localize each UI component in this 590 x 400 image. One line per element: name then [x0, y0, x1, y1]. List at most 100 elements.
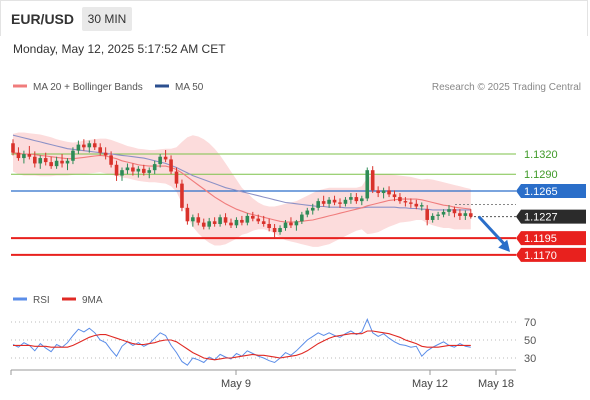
candle-body: [218, 217, 222, 224]
candle-body: [245, 215, 250, 223]
candle-body: [147, 170, 152, 173]
candle-body: [256, 218, 261, 222]
candle-body: [22, 154, 26, 159]
candle-body: [327, 199, 331, 204]
candle-body: [163, 156, 168, 160]
candle-body: [403, 201, 408, 203]
forecast-arrow: [477, 215, 508, 247]
candle-body: [234, 219, 239, 226]
price-level-labels: 1.1320 1.1290 1.1265 1.1227 1.1195 1.1170: [516, 149, 586, 262]
candle-body: [98, 147, 102, 153]
timeframe-button[interactable]: 30 MIN: [88, 12, 127, 26]
time-tick-label: May 18: [478, 378, 514, 390]
candle-body: [305, 210, 310, 215]
resistance-label: 1.1320: [524, 149, 558, 161]
price-levels: [11, 153, 516, 256]
candle-body: [174, 171, 179, 184]
candle-body: [387, 190, 391, 195]
candle-body: [54, 160, 59, 167]
candle-body: [261, 221, 266, 224]
rsi-line: [12, 318, 471, 366]
time-axis: May 9 May 12 May 18: [10, 369, 516, 390]
candle-body: [360, 198, 364, 202]
candle-body: [316, 201, 320, 208]
candle-body: [283, 222, 288, 229]
candle-body: [229, 222, 233, 226]
candle-body: [49, 162, 53, 167]
candle-body: [65, 160, 70, 164]
rsi-tick-label: 50: [524, 335, 536, 347]
candle-body: [71, 150, 75, 161]
candle-body: [103, 152, 108, 156]
candle-body: [185, 207, 190, 222]
candle-body: [392, 194, 397, 198]
candle-body: [414, 203, 419, 207]
candle-body: [376, 190, 380, 194]
rsi-ma-line: [13, 330, 471, 361]
pivot-label: 1.1265: [524, 186, 558, 198]
candles: [11, 139, 473, 238]
candle-body: [16, 152, 21, 159]
candle-body: [125, 167, 130, 171]
last-price-label-bg: [516, 209, 586, 224]
candle-body: [419, 205, 424, 207]
rsi-ma-legend-label: 9MA: [82, 295, 103, 306]
candle-body: [354, 197, 359, 202]
candle-body: [300, 214, 304, 222]
candle-body: [207, 221, 211, 227]
candle-body: [136, 168, 141, 172]
candle-body: [409, 202, 413, 204]
candle-body: [33, 156, 37, 164]
resistance-label: 1.1290: [524, 169, 558, 181]
candle-body: [251, 215, 255, 219]
candle-body: [196, 217, 201, 223]
candle-body: [142, 168, 146, 173]
candle-body: [349, 197, 353, 200]
support-label-bg: [516, 247, 586, 262]
candle-body: [458, 213, 462, 216]
header-frame: [0, 0, 588, 36]
candle-body: [441, 211, 446, 215]
candle-body: [310, 207, 315, 211]
candle-body: [398, 197, 402, 202]
candle-body: [452, 209, 457, 214]
ma50-legend-label: MA 50: [175, 82, 204, 93]
candle-body: [223, 217, 228, 223]
candle-body: [27, 154, 32, 157]
datetime-label: Monday, May 12, 2025 5:17:52 AM CET: [13, 42, 226, 56]
candle-body: [76, 144, 81, 151]
candle-body: [430, 215, 435, 220]
candle-body: [191, 217, 195, 222]
candle-body: [109, 155, 113, 165]
support-label: 1.1195: [524, 233, 557, 245]
bollinger-band-area: [13, 132, 471, 247]
symbol-label: EUR/USD: [11, 11, 74, 27]
rsi-legend-label: RSI: [33, 295, 50, 306]
candle-body: [332, 199, 337, 203]
candle-body: [365, 170, 370, 199]
candle-body: [38, 158, 43, 164]
candle-body: [82, 144, 86, 148]
candle-body: [278, 228, 282, 233]
candle-body: [272, 228, 277, 233]
candle-body: [289, 222, 293, 226]
candle-body: [158, 156, 162, 165]
candle-body: [338, 202, 342, 204]
candle-body: [321, 201, 326, 204]
candle-body: [267, 223, 271, 229]
candle-body: [169, 159, 173, 172]
last-price-label: 1.1227: [524, 212, 558, 224]
bollinger-band: [13, 132, 471, 247]
candle-body: [425, 209, 429, 220]
candle-body: [114, 164, 119, 176]
candle-body: [87, 143, 92, 148]
candle-body: [212, 221, 217, 224]
time-tick-label: May 9: [221, 378, 251, 390]
candle-body: [436, 214, 440, 216]
candle-body: [60, 160, 64, 164]
forecast-arrowhead: [498, 239, 510, 252]
time-tick-label: May 12: [412, 378, 448, 390]
candle-body: [11, 143, 15, 153]
timeframe-button-bg[interactable]: [82, 7, 132, 31]
